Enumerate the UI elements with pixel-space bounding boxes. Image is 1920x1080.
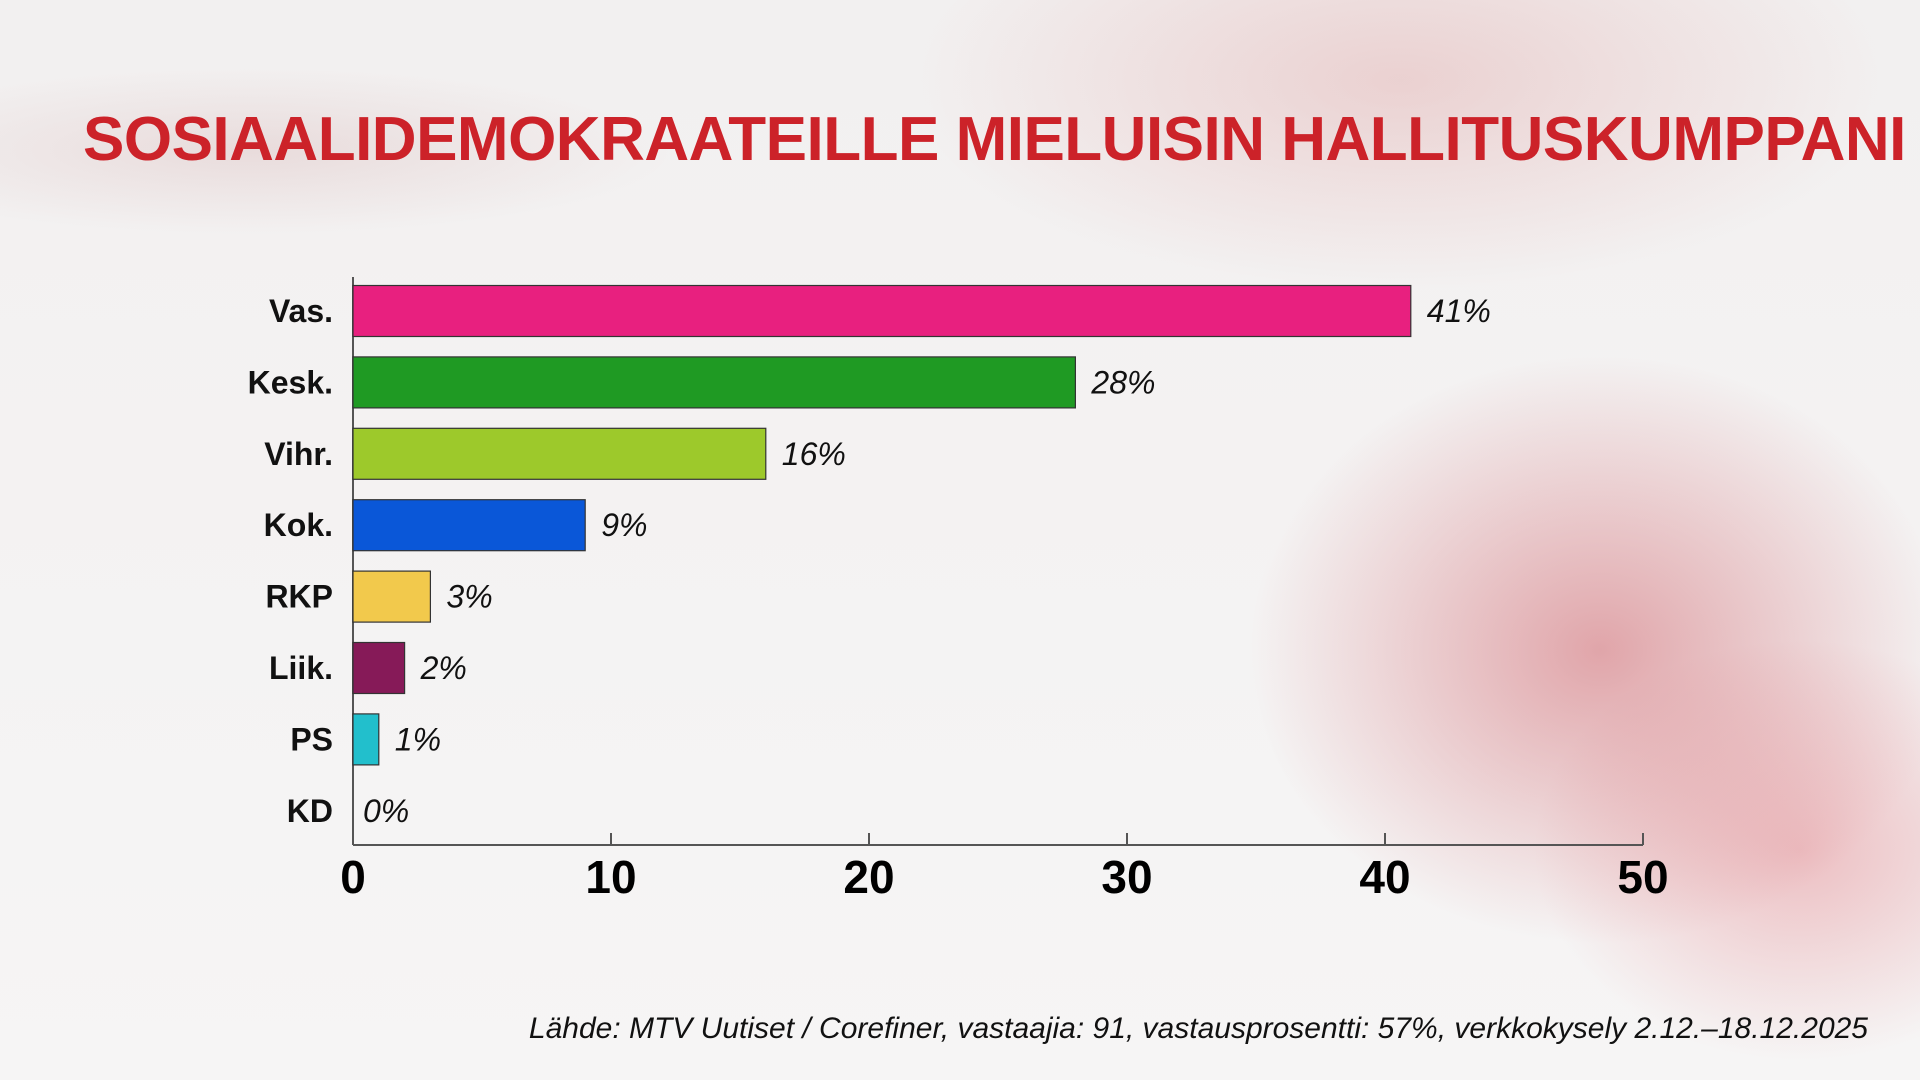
data-label: 1% (395, 721, 441, 757)
bar-vas (352, 284, 1412, 338)
bar-rkp (352, 570, 432, 623)
source-note: Lähde: MTV Uutiset / Corefiner, vastaaji… (528, 1012, 1868, 1045)
data-label: 28% (1090, 364, 1155, 400)
data-label: 41% (1427, 293, 1491, 329)
chart-title: SOSIAALIDEMOKRAATEILLE MIELUISIN HALLITU… (83, 105, 1906, 174)
data-label: 2% (420, 650, 467, 686)
category-label: Vihr. (264, 436, 333, 472)
category-label: Kesk. (248, 364, 333, 400)
x-tick-label: 20 (843, 851, 894, 903)
x-tick-label: 30 (1101, 851, 1152, 903)
data-label: 3% (446, 579, 492, 615)
bar-liik (352, 641, 406, 695)
category-label: Kok. (264, 507, 333, 543)
bar-ps (352, 713, 380, 766)
bar-kok (352, 499, 586, 552)
x-tick-label: 40 (1359, 851, 1410, 903)
x-tick-label: 50 (1617, 851, 1668, 903)
category-label: PS (290, 721, 333, 757)
category-label: KD (287, 793, 333, 829)
x-tick-label: 0 (340, 851, 366, 903)
data-label: 16% (782, 436, 846, 472)
category-label: Liik. (269, 650, 333, 686)
bar-kesk (352, 356, 1077, 409)
x-tick-label: 10 (585, 851, 636, 903)
data-label: 9% (601, 507, 647, 543)
category-label: Vas. (269, 293, 333, 329)
data-label: 0% (363, 793, 409, 829)
bar-vihr (352, 427, 767, 480)
category-label: RKP (265, 579, 333, 615)
